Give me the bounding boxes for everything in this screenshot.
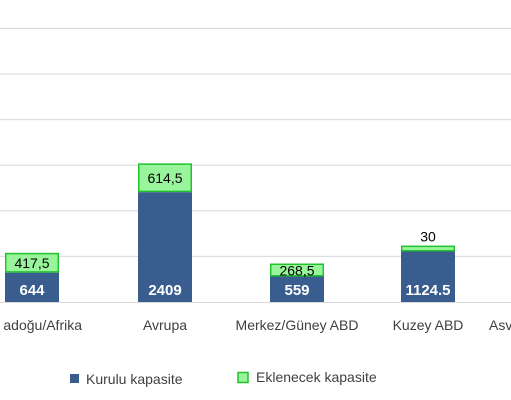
x-tick-label-ortado-u-afrika: adoğu/Afrika: [3, 317, 82, 333]
legend-swatch-kurulu-kapasite: [70, 374, 79, 383]
x-tick-label-avrupa: Avrupa: [143, 317, 187, 333]
legend-label-kurulu-kapasite: Kurulu kapasite: [86, 371, 183, 387]
bar-value-label: 30: [420, 228, 436, 244]
bar-value-label: 614,5: [147, 170, 182, 186]
legend: Kurulu kapasite Eklenecek kapasite: [70, 369, 377, 387]
gridlines: [0, 27, 511, 257]
x-tick-label-merkez-g-ney-abd: Merkez/Güney ABD: [236, 317, 359, 333]
x-axis: adoğu/Afrika Avrupa Merkez/Güney ABD Kuzey …: [0, 302, 511, 333]
bar-eklenecek-kapasite-kuzey-abd: [401, 245, 455, 252]
bar-value-label: 1124.5: [405, 282, 450, 299]
data-labels: 644 417,5 2409 614,5 559 268,5 1124.5 30: [14, 170, 450, 299]
bar-eklenecek-kapasite-ortado-u-afrika: [5, 252, 59, 273]
bars: [5, 163, 455, 302]
bar-value-label: 268,5: [279, 262, 314, 278]
bar-value-label: 644: [19, 282, 45, 299]
bar-eklenecek-kapasite-merkez-g-ney-abd: [270, 263, 324, 277]
bar-value-label: 559: [284, 282, 309, 299]
bar-value-label: 2409: [148, 282, 181, 299]
bar-kurulu-kapasite-merkez-g-ney-abd: [270, 276, 324, 302]
legend-swatch-eklenecek-kapasite: [237, 371, 249, 384]
legend-label-eklenecek-kapasite: Eklenecek kapasite: [256, 369, 377, 385]
bar-kurulu-kapasite-kuzey-abd: [401, 250, 455, 302]
x-tick-label-asya: Asv: [489, 317, 511, 333]
bar-kurulu-kapasite-avrupa: [138, 192, 192, 302]
bar-eklenecek-kapasite-avrupa: [138, 163, 192, 193]
x-tick-label-kuzey-abd: Kuzey ABD: [393, 317, 464, 333]
bar-value-label: 417,5: [14, 255, 49, 271]
bar-kurulu-kapasite-ortado-u-afrika: [5, 272, 59, 302]
